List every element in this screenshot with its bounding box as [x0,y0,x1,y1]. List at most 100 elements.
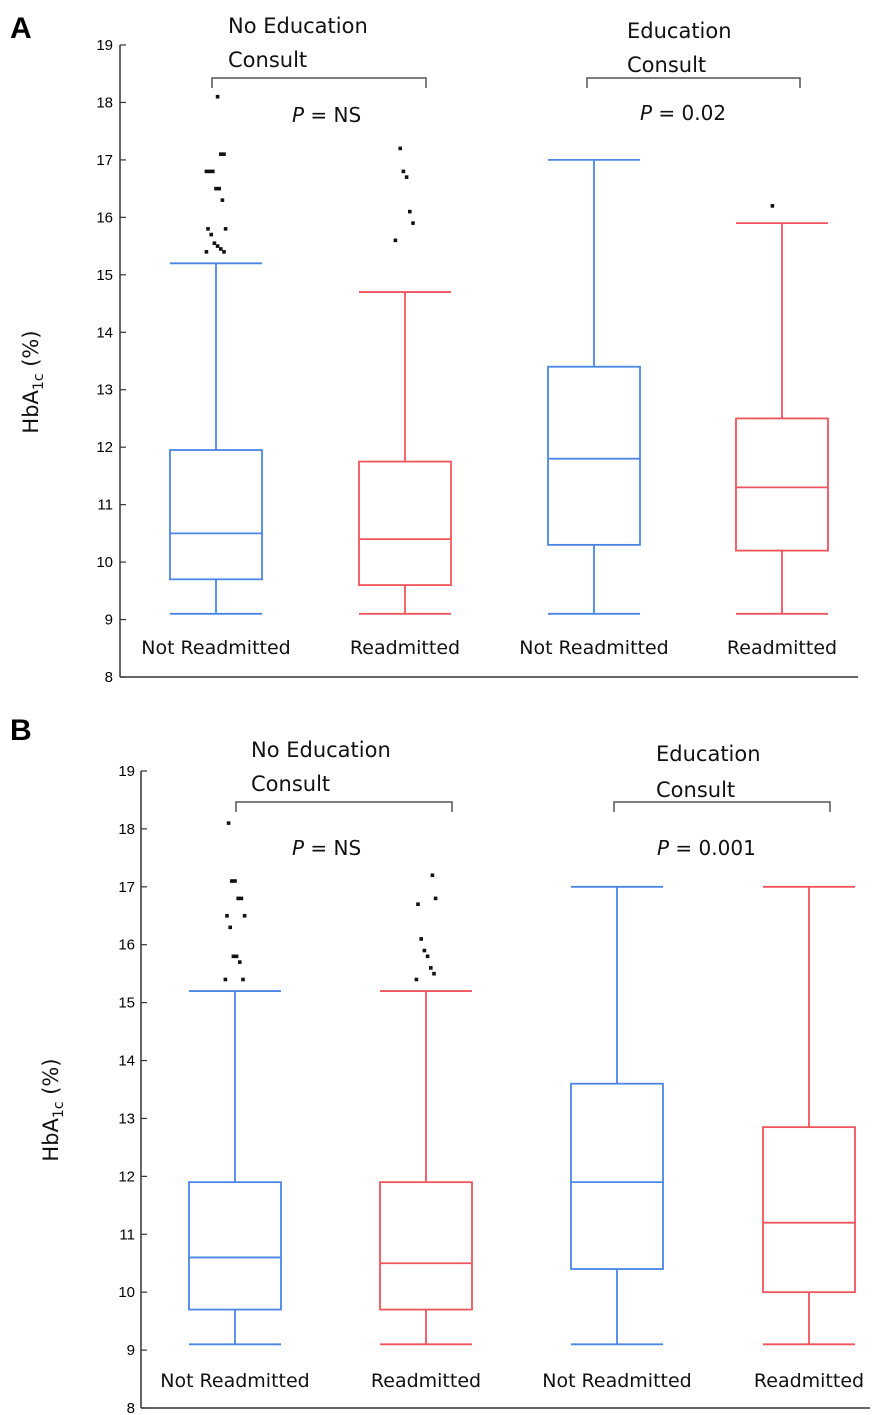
outlier-point [411,221,415,225]
outlier-point [401,169,406,174]
y-tick-label: 16 [118,937,135,954]
y-tick-label: 14 [96,324,113,341]
outlier-point [204,250,209,254]
y-tick-label: 8 [105,669,113,686]
y-tick-label: 11 [119,1226,135,1243]
y-tick-label: 18 [96,94,113,111]
panel-letter: B [10,714,32,747]
iqr-box [188,1181,282,1311]
group-bracket [211,77,427,88]
outlier-point [207,169,212,174]
outlier-point [225,913,229,918]
p-value: P = 0.001 [657,836,756,860]
outlier-point [422,948,427,953]
y-tick-label: 10 [96,554,113,571]
y-tick-label: 15 [118,995,135,1012]
y-tick-label: 14 [118,1053,135,1070]
outlier-point [430,873,435,878]
outlier-point [211,169,215,174]
outlier-point [429,966,433,970]
outlier-point [238,960,242,964]
iqr-box [379,1181,473,1311]
panel-b: B 19 18 17 16 15 14 13 12 11 10 9 8 HbA1c (%) No Educa… [10,714,870,1415]
outlier-point [209,232,213,237]
panel-letter: A [10,12,32,45]
outlier-point [206,227,210,231]
category-label: Readmitted [727,637,837,659]
y-tick-label: 13 [96,382,113,399]
outlier-point [414,977,419,982]
outlier-point [398,146,402,151]
group-label: Consult [228,48,307,72]
y-tick-label: 17 [118,879,135,896]
box-not-readmitted: Not Readmitted [542,885,692,1392]
y-tick-label: 9 [127,1342,135,1359]
category-label: Not Readmitted [542,1370,692,1392]
outlier-point [215,94,220,99]
y-tick-label: 12 [118,1168,135,1185]
outlier-point [419,937,423,941]
group-label: Education [627,19,732,43]
box-not-readmitted: Not Readmitted [519,159,669,659]
iqr-box [735,417,829,552]
category-label: Readmitted [754,1370,864,1392]
y-tick-label: 9 [105,612,113,629]
outlier-point [231,954,236,959]
category-label: Not Readmitted [141,637,291,659]
box-not-readmitted: Not Readmitted [141,94,291,659]
outlier-point [432,971,436,976]
outlier-point [223,227,228,231]
category-label: Not Readmitted [160,1370,310,1392]
category-label: Readmitted [371,1370,481,1392]
y-tick-label: 12 [96,439,113,456]
outlier-point [236,896,240,901]
box-readmitted: Readmitted [754,885,864,1392]
outlier-point [416,902,420,906]
outlier-point [215,244,220,248]
iqr-box [358,460,452,586]
group-label: Education [656,742,761,766]
outlier-point [220,198,225,202]
outlier-point [204,169,209,174]
outlier-point [393,238,398,243]
outlier-point [404,175,409,179]
panel-a: A 19 18 17 16 15 14 13 12 11 10 9 8 HbA1c (%) No Educa… [10,12,858,686]
outlier-point [242,913,247,918]
category-label: Not Readmitted [519,637,669,659]
box-readmitted: Readmitted [371,873,481,1392]
box-readmitted: Readmitted [350,146,460,659]
outlier-point [228,925,232,930]
iqr-box [169,449,263,581]
box-readmitted: Readmitted [727,204,837,659]
outlier-point [222,250,226,254]
y-tick-label: 16 [96,209,113,226]
iqr-box [762,1126,856,1294]
outlier-point [233,879,237,883]
group-label: Consult [656,778,735,802]
group-bracket [586,77,801,88]
outlier-point [214,186,218,191]
category-label: Readmitted [350,637,460,659]
outlier-point [433,896,438,901]
group-label: No Education [251,738,391,762]
y-tick-label: 17 [96,152,113,169]
outlier-point [770,204,775,208]
outlier-point [425,954,430,959]
y-axis-label: HbA1c (%) [19,330,47,433]
outlier-point [239,896,244,901]
y-tick-label: 19 [118,763,135,780]
y-tick-label: 15 [96,267,113,284]
outlier-point [241,977,245,982]
outlier-point [234,954,239,959]
p-value: P = NS [292,836,361,860]
p-value: P = 0.02 [640,101,726,125]
outlier-point [219,247,223,251]
y-tick-label: 18 [118,821,135,838]
group-label: Consult [627,53,706,77]
group-label: No Education [228,14,368,38]
outlier-point [226,821,231,825]
y-tick-label: 8 [127,1400,135,1415]
y-tick-label: 19 [96,37,113,54]
outlier-point [223,977,228,982]
